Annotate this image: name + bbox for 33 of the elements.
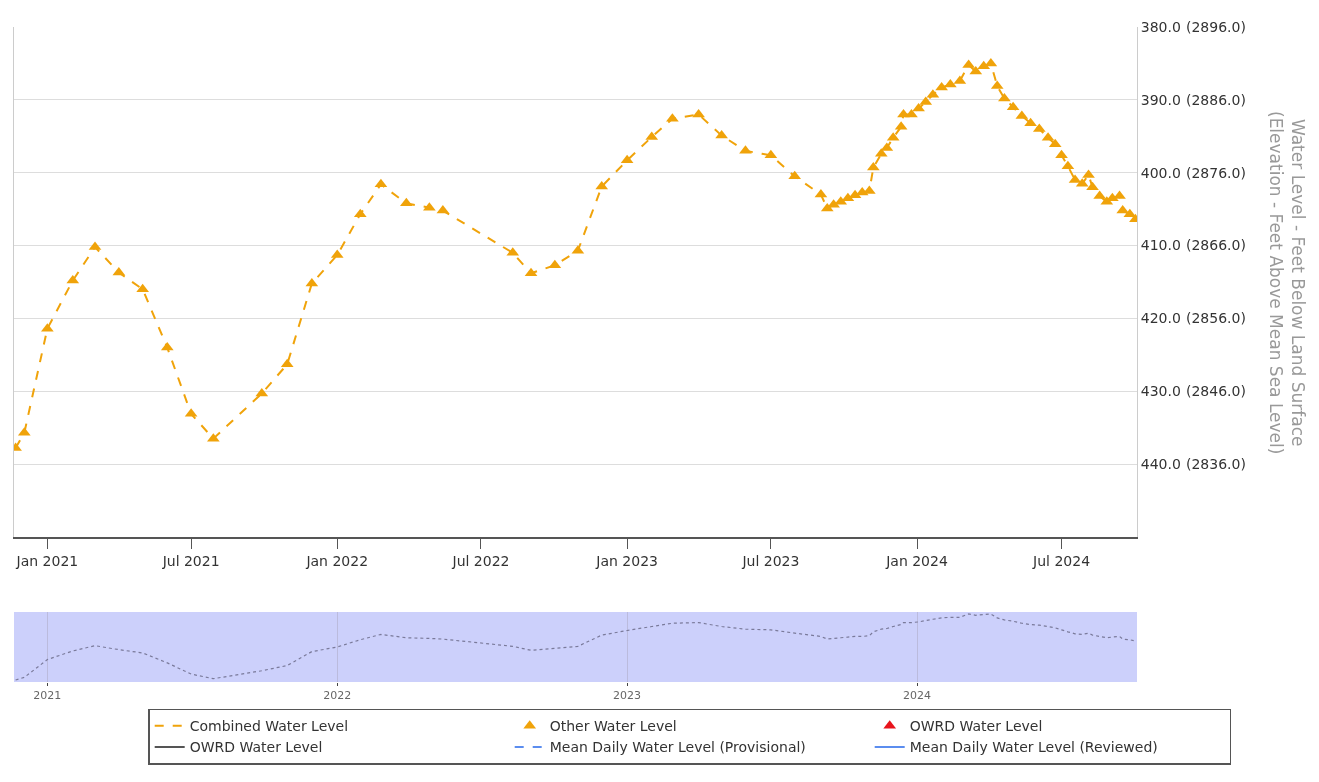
legend-label: Combined Water Level [189,718,349,735]
y2-tick-label: (2896.0) [1186,18,1246,35]
x-tick-label: Jan 2024 [885,552,948,569]
y2-tick-label: (2876.0) [1186,164,1246,181]
x-tick-label: Jan 2023 [595,552,658,569]
x-tick-label: Jul 2024 [1032,552,1091,569]
y-tick-label: 400.0 [1140,164,1181,181]
x-tick-label: Jan 2022 [305,552,369,569]
y-tick-label: 420.0 [1140,310,1181,327]
y2-tick-label: (2866.0) [1186,237,1246,254]
y-tick-label: 390.0 [1140,91,1181,108]
y-tick-label: 440.0 [1140,456,1181,473]
legend-label: Other Water Level [549,718,677,735]
legend-label: Mean Daily Water Level (Reviewed) [909,739,1158,756]
x-tick-label: Jan 2021 [15,552,79,569]
y-tick-label: 410.0 [1140,237,1181,254]
x-tick-label: 2024 [903,689,932,703]
y2-axis-title: Water Level - Feet Below Land Surface (Elevation - Feet Above Mean Sea Level) [1265,111,1308,455]
y-tick-label: 380.0 [1140,18,1181,35]
y-tick-label: 430.0 [1140,383,1181,400]
x-tick-label: Jul 2021 [161,552,220,569]
legend-label: OWRD Water Level [909,718,1043,735]
x-tick-label: 2023 [613,689,642,703]
x-tick-label: Jul 2022 [451,552,510,569]
x-tick-label: 2021 [33,689,62,703]
legend-label: OWRD Water Level [189,739,323,756]
y2-tick-label: (2846.0) [1186,383,1246,400]
x-tick-label: Jul 2023 [741,552,800,569]
y2-tick-label: (2886.0) [1186,91,1246,108]
legend-label: Mean Daily Water Level (Provisional) [549,739,806,756]
x-tick-label: 2022 [323,689,352,703]
y2-tick-label: (2836.0) [1186,456,1246,473]
y2-tick-label: (2856.0) [1186,310,1246,327]
